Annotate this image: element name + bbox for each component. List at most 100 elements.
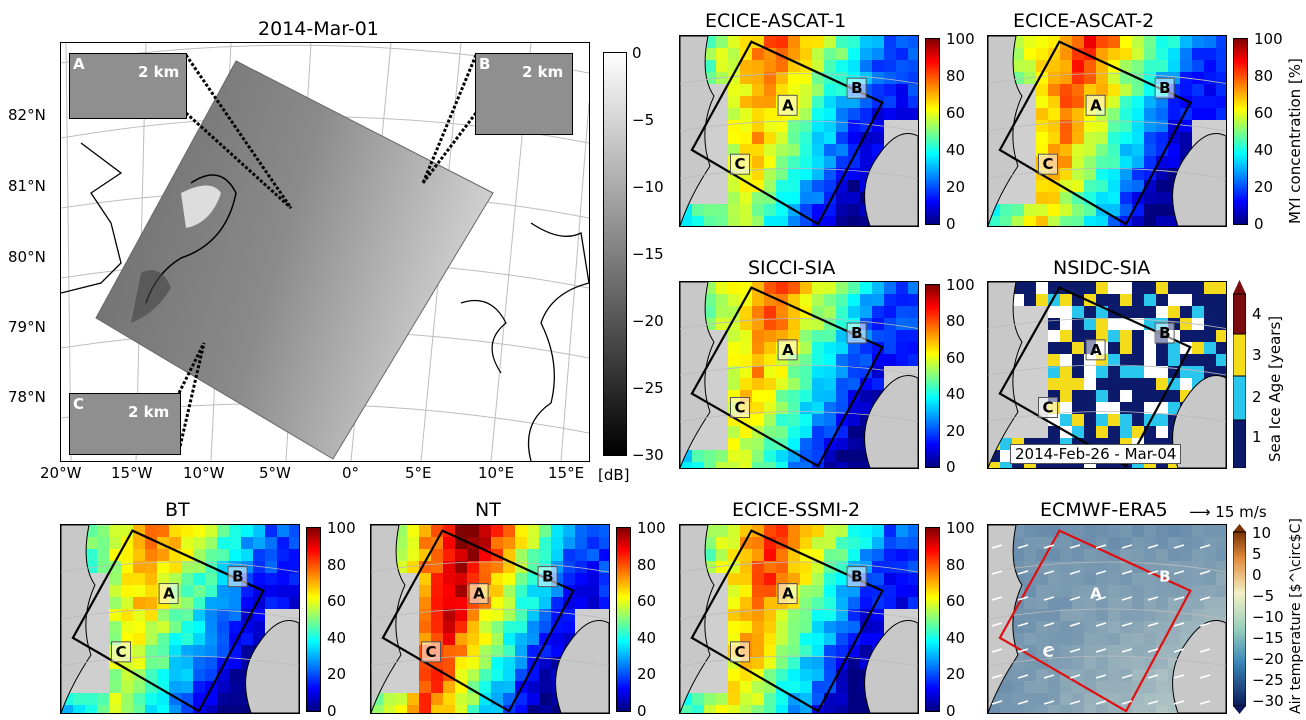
map-cell xyxy=(1120,108,1132,120)
map-cell xyxy=(1012,462,1024,468)
map-cell xyxy=(1096,294,1108,306)
map-cell xyxy=(551,585,563,597)
map-cell xyxy=(289,597,299,609)
region-label-box xyxy=(777,339,798,361)
map-cell xyxy=(1204,108,1216,120)
map-cell xyxy=(776,681,788,693)
map-cell xyxy=(455,621,467,633)
map-cell xyxy=(836,378,848,390)
map-cell xyxy=(704,60,716,72)
map-cell xyxy=(752,633,764,645)
map-cell xyxy=(431,585,443,597)
map-cell xyxy=(1132,294,1144,306)
map-cell xyxy=(1060,60,1072,72)
map-cell xyxy=(277,525,289,537)
map-cell xyxy=(1132,537,1144,549)
map-cell xyxy=(1108,414,1120,426)
cb-tick: 20 xyxy=(946,178,966,196)
map-cell xyxy=(860,390,872,402)
map-cell xyxy=(193,561,205,573)
map-cell xyxy=(133,561,145,573)
map-cell xyxy=(788,378,800,390)
map-cell xyxy=(169,525,181,537)
map-cell xyxy=(97,693,109,705)
map-cell xyxy=(848,657,860,669)
map-cell xyxy=(1060,72,1072,84)
map-cell xyxy=(800,48,812,60)
map-cell xyxy=(680,216,692,226)
map-cell xyxy=(764,597,776,609)
map-cell xyxy=(479,657,491,669)
map-cell xyxy=(800,36,812,48)
map-cell xyxy=(1012,681,1024,693)
map-cell xyxy=(1156,585,1168,597)
cb-tick: 20 xyxy=(946,665,966,684)
map-cell xyxy=(1000,681,1012,693)
map-cell xyxy=(479,525,491,537)
map-cell xyxy=(157,705,169,713)
map-cell xyxy=(1036,609,1048,621)
map-cell xyxy=(1132,645,1144,657)
map-cell xyxy=(277,561,289,573)
map-cell xyxy=(1192,585,1204,597)
map-cell xyxy=(848,132,860,144)
map-cell xyxy=(776,573,788,585)
map-cell xyxy=(181,609,193,621)
map-cell xyxy=(1180,525,1192,537)
map-cell xyxy=(1048,657,1060,669)
region-label-a: A xyxy=(1085,339,1106,361)
map-cell xyxy=(836,597,848,609)
map-cell xyxy=(1132,633,1144,645)
map-cell xyxy=(824,657,836,669)
map-cell xyxy=(716,318,728,330)
region-label-box xyxy=(421,641,441,663)
map-cell xyxy=(1048,120,1060,132)
map-cell xyxy=(812,633,824,645)
wind-arrow xyxy=(1147,570,1159,575)
map-cell xyxy=(563,621,575,633)
map-cell xyxy=(776,549,788,561)
map-cell xyxy=(157,525,169,537)
map-cell xyxy=(241,705,253,713)
map-cell xyxy=(1192,282,1204,294)
map-cell xyxy=(181,657,193,669)
map-cell xyxy=(1096,609,1108,621)
wind-arrow xyxy=(1173,622,1185,627)
map-cell xyxy=(776,390,788,402)
map-cell xyxy=(1108,72,1120,84)
map-cell xyxy=(728,669,740,681)
map-cell xyxy=(788,609,800,621)
map-cell xyxy=(1060,120,1072,132)
map-cell xyxy=(740,120,752,132)
map-cell xyxy=(1168,48,1180,60)
map-cell xyxy=(289,549,299,561)
wind-arrow xyxy=(1147,648,1159,653)
map-cell xyxy=(277,597,289,609)
map-cell xyxy=(169,609,181,621)
map-cell xyxy=(776,306,788,318)
cb-tick: 40 xyxy=(637,628,657,647)
graticule-line xyxy=(680,608,918,620)
map-cell xyxy=(1132,156,1144,168)
map-cell xyxy=(776,120,788,132)
map-cell xyxy=(265,585,277,597)
map-cell xyxy=(455,561,467,573)
map-cell xyxy=(1084,84,1096,96)
map-cell xyxy=(800,621,812,633)
map-cell xyxy=(479,681,491,693)
map-cell xyxy=(884,72,896,84)
myi-colorbar-label: MYI concentration [%] xyxy=(1286,58,1304,224)
map-cell xyxy=(812,168,824,180)
map-cell xyxy=(1000,462,1012,468)
map-cell xyxy=(1096,282,1108,294)
map-cell xyxy=(776,378,788,390)
map-cell xyxy=(908,96,918,108)
map-cell xyxy=(1156,354,1168,366)
region-label-text: C xyxy=(735,643,746,661)
map-cell xyxy=(788,144,800,156)
graticule-line xyxy=(680,168,918,179)
map-cell xyxy=(800,366,812,378)
map-cell xyxy=(1024,561,1036,573)
map-cell xyxy=(704,306,716,318)
map-cell xyxy=(503,621,515,633)
